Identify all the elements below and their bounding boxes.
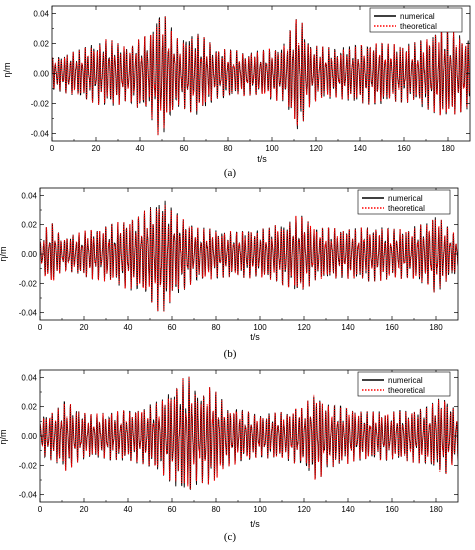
x-tick-label: 80	[224, 144, 233, 153]
x-tick-label: 20	[92, 144, 101, 153]
x-tick-label: 0	[38, 323, 43, 332]
legend-label-theoretical: theoretical	[388, 204, 425, 213]
x-tick-label: 140	[353, 144, 367, 153]
legend-box	[357, 371, 451, 397]
y-tick-label: -0.04	[19, 491, 38, 500]
x-tick-label: 80	[212, 505, 221, 514]
y-tick-label: 0.02	[21, 403, 37, 412]
x-axis-label: t/s	[250, 519, 260, 529]
x-tick-label: 180	[441, 144, 455, 153]
legend-label-theoretical: theoretical	[400, 22, 437, 31]
y-tick-label: 0.04	[33, 10, 49, 19]
y-tick-label: -0.04	[19, 309, 38, 318]
y-tick-label: -0.02	[19, 279, 38, 288]
y-tick-label: 0.02	[21, 221, 37, 230]
x-tick-label: 160	[385, 505, 399, 514]
series-numerical	[40, 200, 458, 312]
y-tick-label: -0.04	[31, 130, 50, 139]
x-tick-label: 100	[253, 505, 267, 514]
series-theoretical	[40, 376, 458, 490]
y-tick-label: 0.04	[21, 373, 37, 382]
panel-caption: (b)	[224, 348, 237, 360]
x-tick-label: 140	[341, 505, 355, 514]
x-tick-label: 0	[38, 505, 43, 514]
legend-label-numerical: numerical	[388, 194, 423, 203]
chart-panel-2: 0 20 40 60 80 100 120 140 160 180 -0.04 -0.02 0.00 0.…	[0, 187, 459, 360]
chart-panel-1: 0 20 40 60 80 100 120 140 160 180 -0.04 -0.02 0.00 0.…	[2, 5, 471, 179]
x-tick-label: 100	[265, 144, 279, 153]
legend-label-numerical: numerical	[400, 12, 435, 21]
x-tick-label: 60	[168, 505, 177, 514]
y-tick-label: 0.00	[21, 432, 37, 441]
y-tick-label: 0.00	[33, 70, 49, 79]
x-tick-label: 60	[180, 144, 189, 153]
x-tick-label: 140	[341, 323, 355, 332]
x-tick-label: 20	[80, 323, 89, 332]
x-tick-label: 120	[309, 144, 323, 153]
x-tick-label: 80	[212, 323, 221, 332]
x-tick-label: 20	[80, 505, 89, 514]
x-axis-label: t/s	[257, 154, 267, 164]
series-theoretical	[40, 204, 458, 312]
x-tick-label: 60	[168, 323, 177, 332]
x-tick-label: 120	[297, 505, 311, 514]
legend-label-theoretical: theoretical	[388, 386, 425, 395]
x-tick-label: 160	[397, 144, 411, 153]
x-tick-label: 120	[297, 323, 311, 332]
panel-caption: (a)	[224, 167, 237, 179]
y-axis-label: η/m	[0, 429, 8, 444]
y-tick-label: 0.02	[33, 40, 49, 49]
x-tick-label: 40	[124, 323, 133, 332]
x-tick-label: 40	[124, 505, 133, 514]
chart-panel-3: 0 20 40 60 80 100 120 140 160 180 -0.04 -0.02 0.00 0.…	[0, 369, 459, 543]
y-tick-label: -0.02	[31, 100, 50, 109]
x-tick-label: 100	[253, 323, 267, 332]
x-axis-label: t/s	[250, 332, 260, 342]
x-tick-label: 40	[136, 144, 145, 153]
y-tick-label: 0.00	[21, 250, 37, 259]
y-tick-label: 0.04	[21, 191, 37, 200]
legend-label-numerical: numerical	[388, 376, 423, 385]
panel-caption: (c)	[224, 531, 237, 543]
legend-box	[357, 189, 451, 215]
y-tick-label: -0.02	[19, 461, 38, 470]
x-tick-label: 180	[429, 505, 443, 514]
x-tick-label: 160	[385, 323, 399, 332]
x-tick-label: 0	[50, 144, 55, 153]
x-tick-label: 180	[429, 323, 443, 332]
legend-box	[369, 7, 463, 33]
y-axis-label: η/m	[2, 62, 12, 77]
series-theoretical	[52, 16, 470, 136]
y-axis-label: η/m	[0, 246, 8, 261]
